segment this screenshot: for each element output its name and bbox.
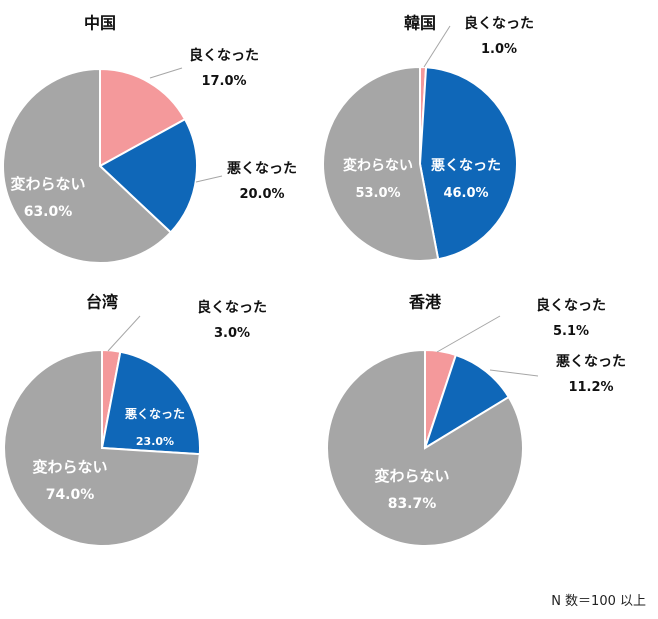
pie-slice-2-1 xyxy=(100,350,201,456)
slice-value-1-1: 46.0% xyxy=(443,186,488,201)
sample-size-note: N 数＝100 以上 xyxy=(551,594,646,609)
slice-label-2-2: 変わらない xyxy=(32,458,107,476)
pie-title-3: 香港 xyxy=(408,293,442,312)
slice-label-1-0: 良くなった xyxy=(464,15,534,32)
pie-title-2: 台湾 xyxy=(86,293,118,312)
slice-value-0-2: 63.0% xyxy=(24,204,73,220)
slice-value-3-1: 11.2% xyxy=(568,380,613,395)
slice-value-3-0: 5.1% xyxy=(553,324,589,339)
leader-line-0-1 xyxy=(195,175,223,183)
pie-slice-3-2 xyxy=(326,348,524,547)
slice-label-1-1: 悪くなった xyxy=(431,158,501,174)
pie-slice-2-2 xyxy=(3,348,201,547)
slice-label-0-1: 悪くなった xyxy=(227,161,297,177)
slice-label-2-1: 悪くなった xyxy=(125,407,185,421)
slice-label-2-0: 良くなった xyxy=(197,299,267,316)
slice-label-3-1: 悪くなった xyxy=(556,354,626,370)
pie-title-0: 中国 xyxy=(84,14,116,33)
slice-label-3-0: 良くなった xyxy=(536,297,606,314)
leader-line-2-0 xyxy=(107,315,141,352)
leader-line-3-1 xyxy=(489,369,539,377)
leader-line-1-0 xyxy=(423,25,451,68)
pie-slice-0-0 xyxy=(99,67,187,168)
slice-value-1-2: 53.0% xyxy=(355,186,400,201)
pie-slice-0-2 xyxy=(2,67,173,264)
slice-label-0-0: 良くなった xyxy=(189,47,259,64)
slice-label-3-2: 変わらない xyxy=(374,467,449,485)
slice-value-0-0: 17.0% xyxy=(201,74,246,89)
slice-value-2-0: 3.0% xyxy=(214,326,250,341)
pie-slice-1-2 xyxy=(322,65,440,262)
slice-label-1-2: 変わらない xyxy=(343,157,413,174)
pie-title-1: 韓国 xyxy=(404,14,436,33)
slice-label-0-2: 変わらない xyxy=(10,175,85,193)
leader-line-0-0 xyxy=(149,67,183,79)
slice-value-2-1: 23.0% xyxy=(136,435,174,448)
pie-slice-1-1 xyxy=(418,66,518,261)
slice-value-0-1: 20.0% xyxy=(239,187,284,202)
slice-value-1-0: 1.0% xyxy=(481,42,517,57)
slice-value-3-2: 83.7% xyxy=(388,496,437,512)
slice-value-2-2: 74.0% xyxy=(46,487,95,503)
pie-slice-3-1 xyxy=(423,353,511,451)
leader-line-3-0 xyxy=(436,315,501,353)
pie-slice-0-1 xyxy=(98,117,198,234)
